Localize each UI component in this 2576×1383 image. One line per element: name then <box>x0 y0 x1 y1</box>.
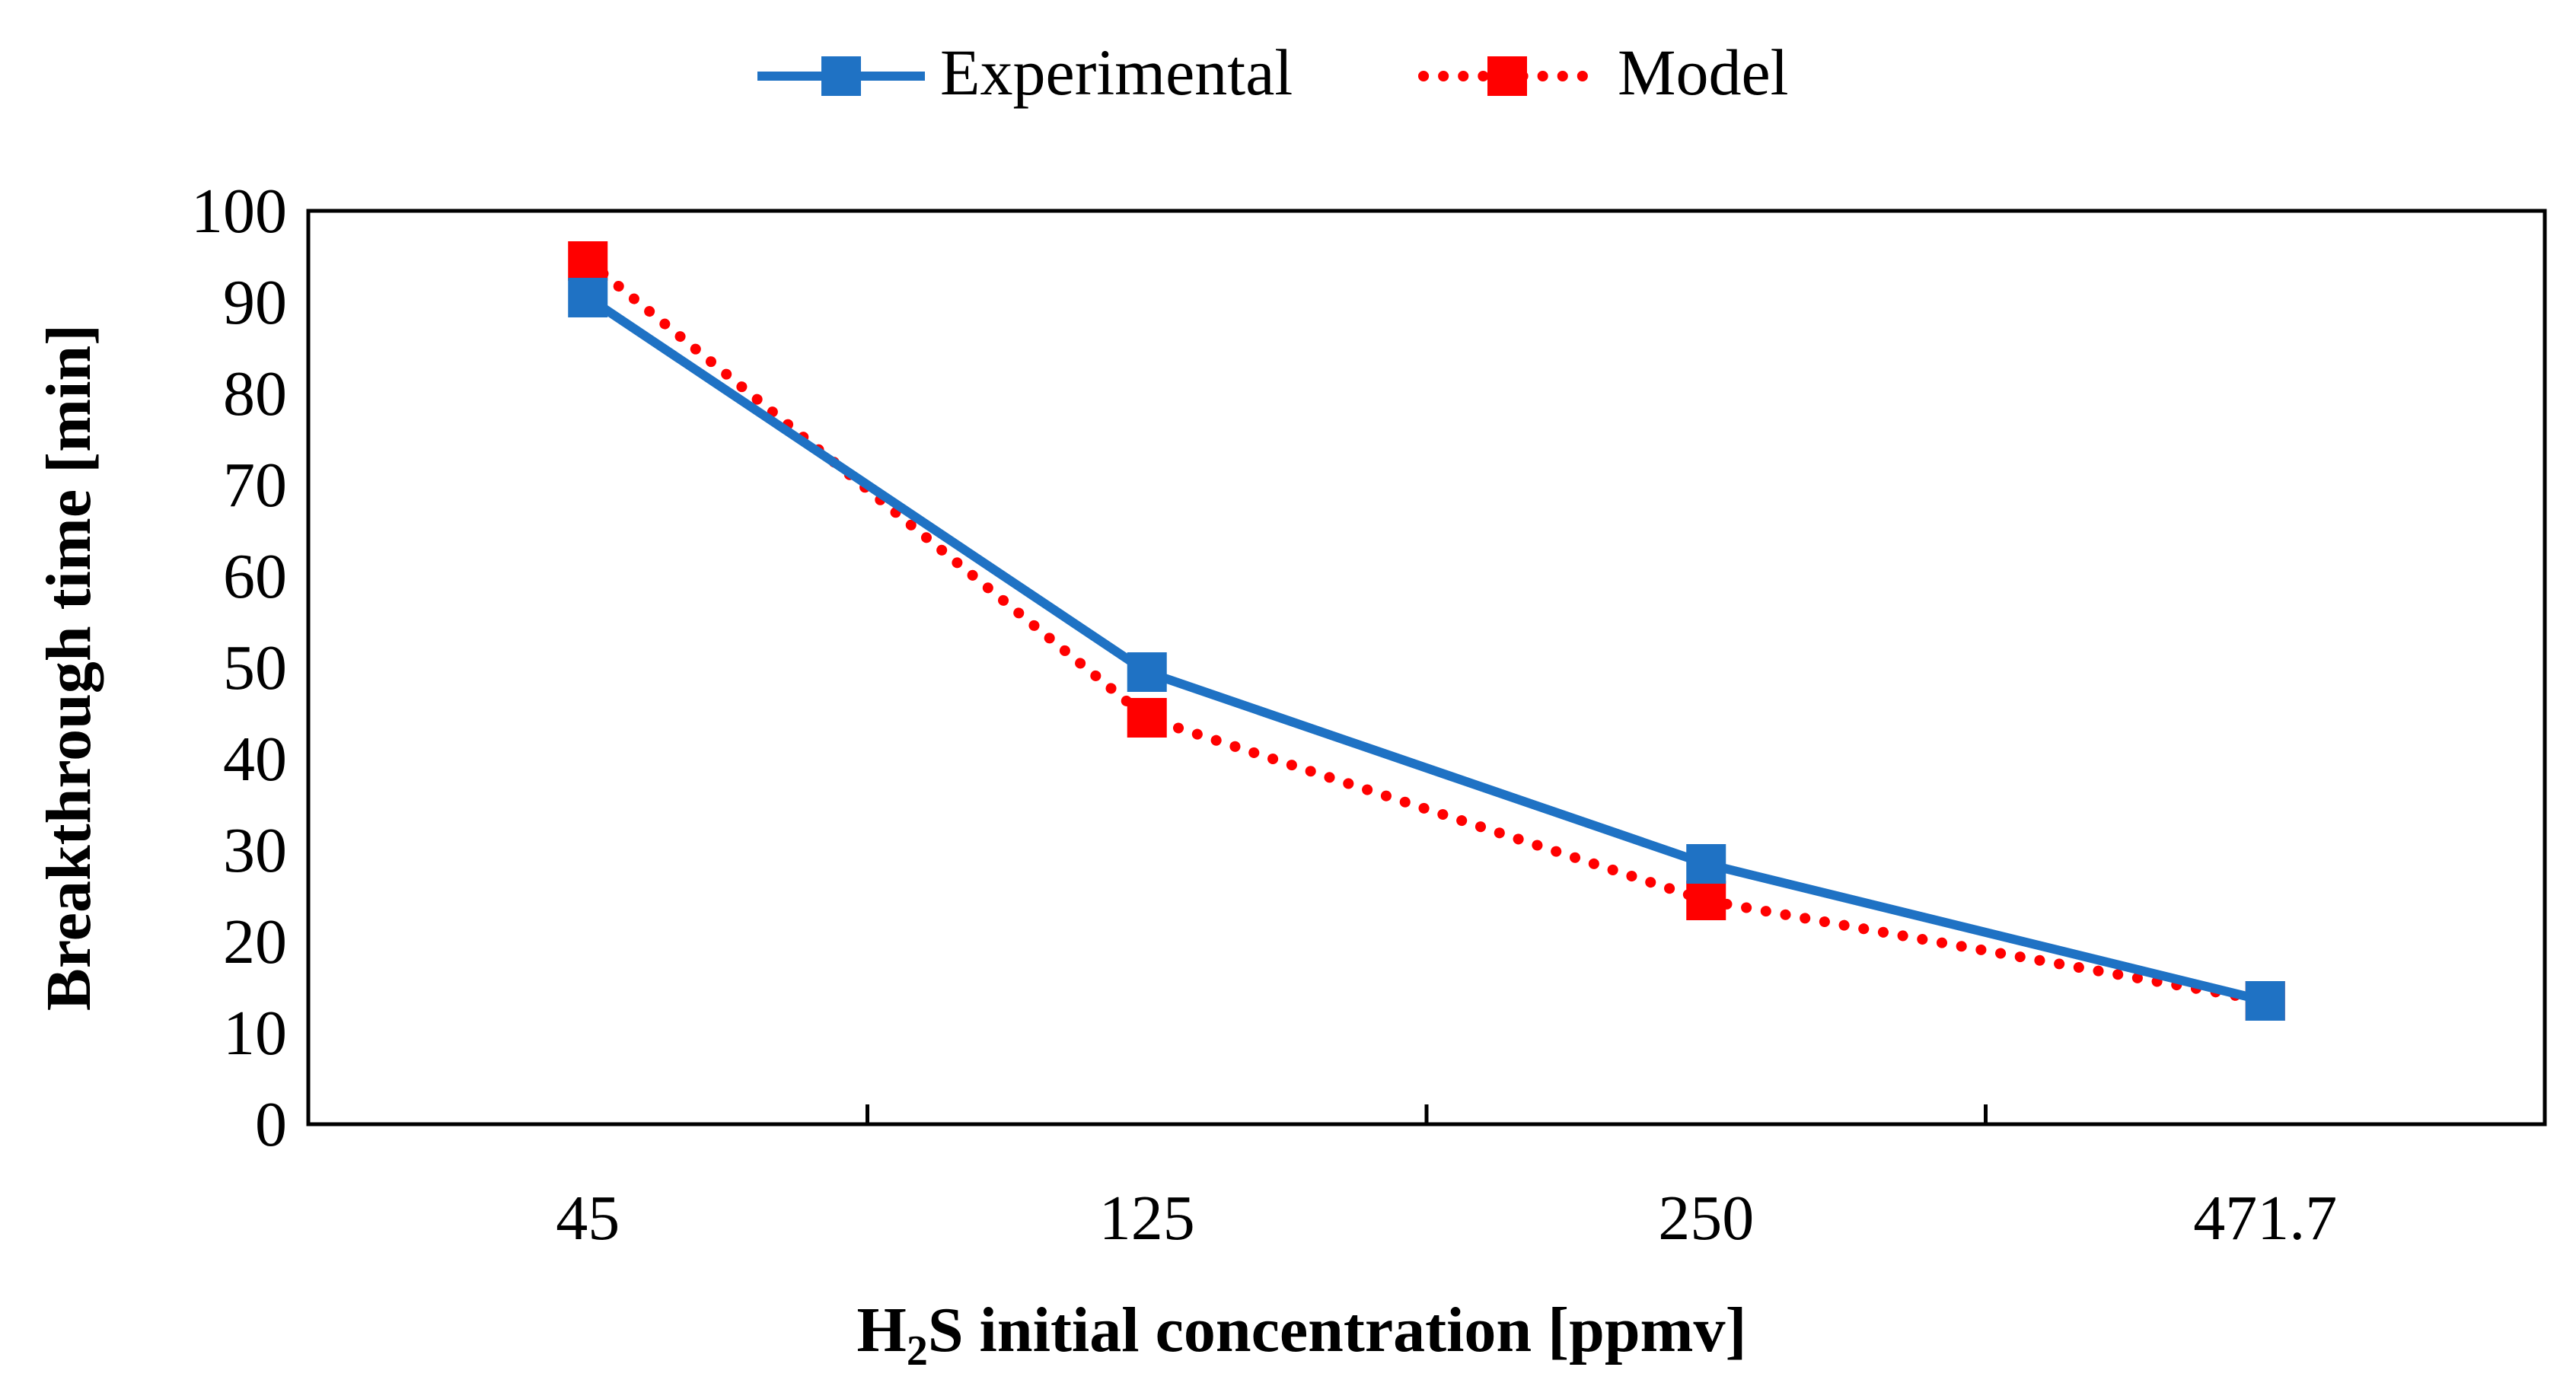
legend-item-model: Model <box>1418 36 1789 109</box>
y-axis-tick-labels: 0 10 20 30 40 50 60 70 80 90 100 <box>191 176 287 1160</box>
y-tick-label: 70 <box>223 450 287 521</box>
y-axis-title: Breakthrough time [min] <box>33 324 104 1011</box>
data-point-model <box>1127 698 1167 738</box>
x-tick-label: 250 <box>1658 1183 1754 1254</box>
legend-marker-model <box>1487 56 1527 96</box>
x-tick-label: 471.7 <box>2193 1183 2337 1254</box>
y-tick-label: 10 <box>223 998 287 1069</box>
data-point-experimental <box>568 278 608 317</box>
y-tick-label: 80 <box>223 358 287 429</box>
data-point-model <box>568 241 608 281</box>
legend: Experimental Model <box>757 36 1789 109</box>
y-tick-label: 40 <box>223 724 287 795</box>
data-point-model <box>1686 881 1726 920</box>
y-tick-label: 100 <box>191 176 287 247</box>
legend-marker-experimental <box>821 56 861 96</box>
x-tick-label: 45 <box>556 1183 620 1254</box>
y-tick-label: 0 <box>255 1089 287 1160</box>
data-point-experimental <box>2245 981 2285 1021</box>
series-line-experimental <box>585 294 2267 1005</box>
legend-label-model: Model <box>1618 36 1789 109</box>
y-tick-label: 60 <box>223 541 287 612</box>
y-tick-label: 90 <box>223 267 287 338</box>
x-axis-tick-labels: 45 125 250 471.7 <box>556 1183 2337 1254</box>
legend-item-experimental: Experimental <box>757 36 1293 109</box>
x-axis-title: H2S initial concentration [ppmv] <box>856 1295 1746 1375</box>
legend-label-experimental: Experimental <box>940 36 1293 109</box>
y-tick-label: 30 <box>223 815 287 886</box>
series-experimental <box>568 278 2285 1021</box>
y-tick-label: 50 <box>223 633 287 703</box>
x-tick-label: 125 <box>1099 1183 1195 1254</box>
data-point-experimental <box>1127 652 1167 692</box>
data-point-experimental <box>1686 844 1726 884</box>
series-group <box>568 241 2285 1021</box>
y-tick-label: 20 <box>223 907 287 977</box>
x-axis-ticks <box>866 1104 1988 1124</box>
